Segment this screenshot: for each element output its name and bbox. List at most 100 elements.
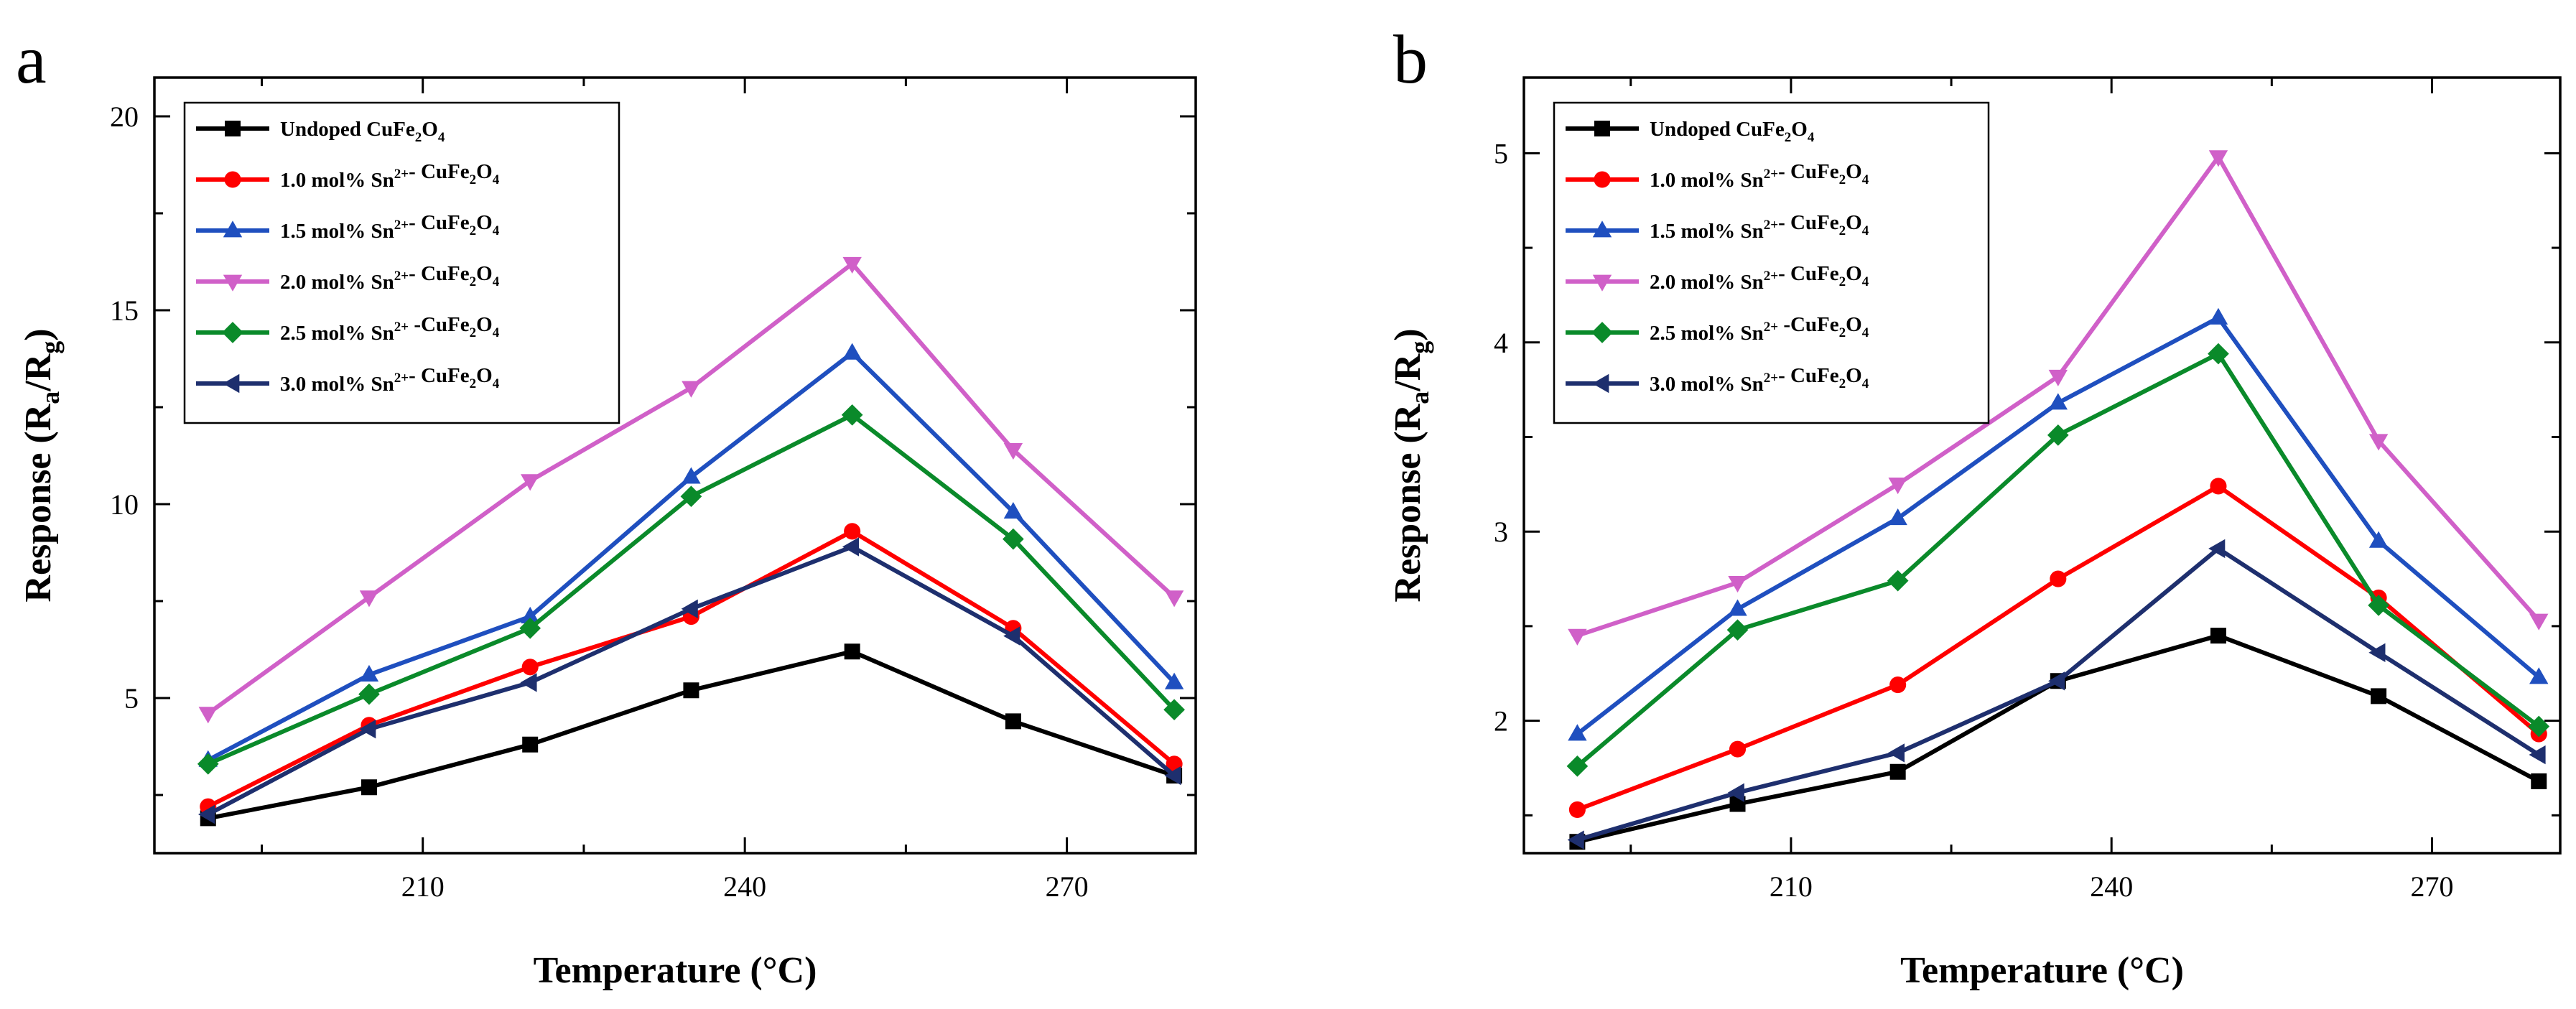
legend-label: 3.0 mol% Sn2+- CuFe2O4 (1650, 364, 1869, 396)
series-3 (1568, 307, 2549, 741)
series-6 (1567, 539, 2546, 850)
data-point (681, 599, 698, 618)
x-tick-label: 240 (723, 870, 766, 903)
y-tick-label: 10 (110, 488, 139, 521)
series-2 (200, 523, 1183, 815)
data-point (1003, 626, 1020, 646)
legend-box (1553, 101, 1990, 424)
data-point (359, 590, 379, 608)
series-5 (197, 404, 1185, 775)
x-tick-label: 240 (2090, 870, 2133, 903)
legend-marker (224, 171, 241, 188)
y-tick-label: 4 (1494, 327, 1508, 359)
data-point (1566, 755, 1589, 777)
x-tick-label: 210 (1770, 870, 1813, 903)
data-point (842, 343, 862, 360)
plot-frame (1522, 76, 2562, 855)
legend-marker (1594, 121, 1610, 136)
data-point (1729, 740, 1747, 758)
data-point (1163, 699, 1185, 721)
legend-label: 3.0 mol% Sn2+- CuFe2O4 (280, 364, 500, 396)
legend-entry: 1.0 mol% Sn2+- CuFe2O4 (196, 160, 500, 192)
data-point (359, 664, 379, 682)
data-point (1164, 766, 1181, 786)
legend-marker (1594, 171, 1611, 188)
data-point (519, 617, 541, 639)
data-point (522, 736, 539, 753)
panel-a: a 210 240 270 5 10 15 20 Temperature (°C) Respons… (16, 21, 1197, 991)
data-point (2208, 539, 2226, 559)
legend-entry: 1.5 mol% Sn2+- CuFe2O4 (196, 211, 500, 243)
data-point (1728, 575, 1747, 593)
y-tick-label: 15 (110, 294, 139, 327)
series-5 (1566, 343, 2550, 777)
data-point (844, 643, 860, 660)
y-axis-label: Response (Ra/Rg) (18, 328, 65, 602)
data-point (1568, 724, 1587, 741)
data-point (1003, 502, 1023, 519)
y-axis-label: Response (Ra/Rg) (1387, 328, 1434, 602)
data-point (1887, 569, 1909, 592)
legend-entry: 3.0 mol% Sn2+- CuFe2O4 (196, 364, 500, 396)
legend-entry: 1.5 mol% Sn2+- CuFe2O4 (1566, 211, 1869, 243)
data-point (2368, 434, 2389, 451)
legend-marker (1591, 322, 1613, 343)
legend-marker (222, 322, 243, 343)
x-axis-label: Temperature (°C) (534, 950, 817, 991)
data-point (2531, 773, 2547, 789)
x-tick-label: 270 (2410, 870, 2453, 903)
data-point (1887, 743, 1905, 763)
data-point (2210, 478, 2227, 495)
legend-marker (1592, 220, 1612, 238)
data-point (1889, 763, 1906, 780)
data-point (841, 404, 863, 426)
data-point (1005, 713, 1021, 730)
data-point (1888, 508, 1907, 526)
data-point (683, 682, 699, 699)
data-point (1568, 801, 1586, 818)
legend-marker (1592, 373, 1609, 394)
y-tick-label: 2 (1494, 705, 1508, 738)
data-point (2529, 745, 2546, 765)
legend-label: 2.0 mol% Sn2+- CuFe2O4 (280, 262, 500, 294)
series-4 (1568, 150, 2549, 646)
x-axis-label: Temperature (°C) (1900, 950, 2184, 991)
data-point (842, 256, 862, 274)
legend-label: 1.0 mol% Sn2+- CuFe2O4 (1650, 160, 1869, 192)
x-tick-label: 210 (401, 870, 445, 903)
series-4 (198, 256, 1184, 724)
series-line (1576, 546, 2540, 842)
data-point (842, 537, 859, 557)
data-point (358, 683, 380, 705)
data-point (2528, 715, 2550, 738)
legend-marker (223, 220, 243, 238)
data-point (1003, 528, 1024, 550)
data-point (359, 720, 376, 739)
data-point (521, 659, 539, 676)
plot-frame (153, 76, 1197, 855)
data-point (682, 467, 701, 484)
data-point (361, 779, 377, 796)
data-point (2048, 671, 2065, 691)
data-point (2048, 369, 2068, 386)
data-point (520, 606, 540, 623)
panel-letter: b (1393, 21, 1428, 98)
legend-entry: 3.0 mol% Sn2+- CuFe2O4 (1566, 364, 1869, 396)
data-point (1164, 672, 1184, 689)
data-point (1164, 590, 1184, 608)
y-tick-label: 20 (110, 101, 139, 133)
data-point (1003, 443, 1023, 460)
data-point (2208, 150, 2228, 167)
panel-letter: a (16, 21, 47, 98)
data-point (1888, 477, 1907, 495)
series-line (1576, 483, 2541, 812)
legend-marker (1592, 274, 1612, 292)
series-line (1576, 633, 2540, 845)
x-tick-label: 270 (1046, 870, 1089, 903)
data-point (197, 753, 219, 775)
legend-label: Undoped CuFe2O4 (280, 118, 445, 145)
data-point (2208, 343, 2229, 365)
y-tick-label: 5 (1494, 137, 1508, 169)
legend-entry: Undoped CuFe2O4 (196, 118, 445, 145)
data-point (2368, 595, 2389, 616)
